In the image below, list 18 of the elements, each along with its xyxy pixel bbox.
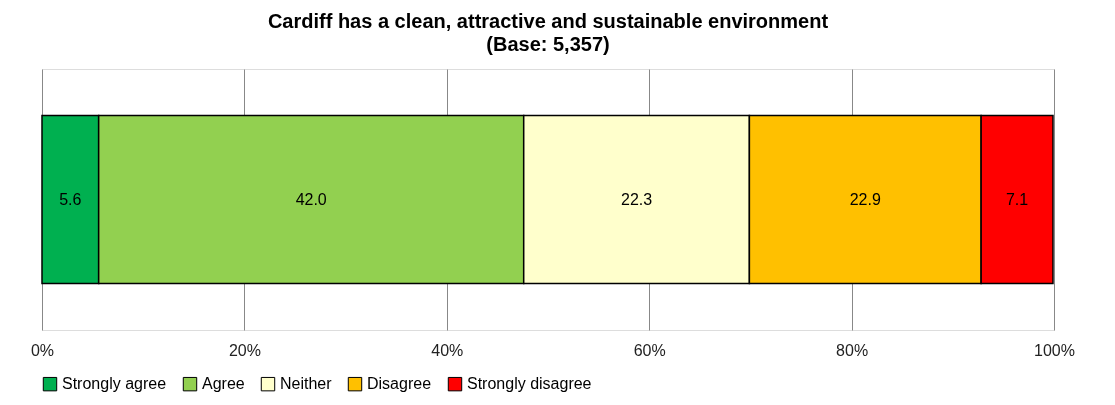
legend-label: Strongly disagree [467,375,592,393]
legend-label: Agree [202,375,245,393]
data-label: 22.9 [849,190,881,208]
x-tick-label: 100% [1034,341,1075,359]
chart-title: Cardiff has a clean, attractive and sustainable environment [267,10,829,32]
legend-label: Disagree [367,375,432,393]
x-tick-label: 0% [30,341,55,359]
x-tick-label: 40% [431,341,464,359]
legend-label: Neither [280,375,333,393]
x-tick-label: 20% [228,341,261,359]
chart-subtitle: (Base: 5,357) [486,33,610,55]
data-label: 42.0 [295,190,327,208]
data-label: 5.6 [59,190,82,208]
data-label: 22.3 [620,190,653,208]
x-tick-label: 80% [836,341,869,359]
x-tick-label: 60% [633,341,666,359]
legend-label: Strongly agree [62,375,167,393]
data-label: 7.1 [1005,190,1029,208]
